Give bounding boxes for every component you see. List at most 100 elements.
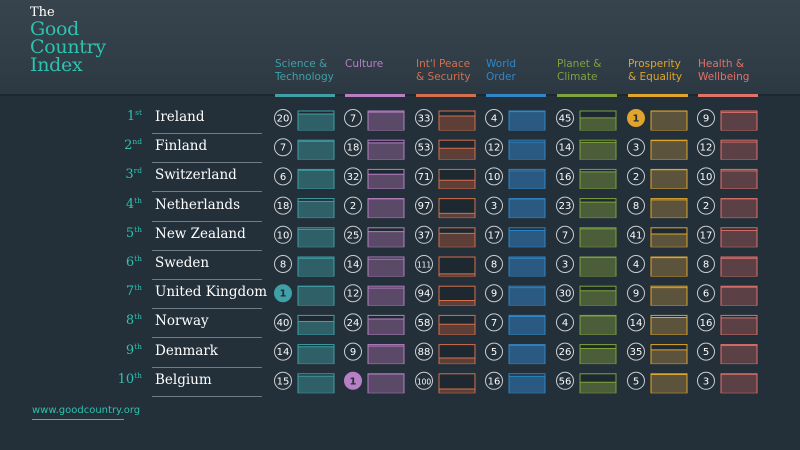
score-fill-bar [721, 317, 757, 335]
score-fill-bar [509, 142, 545, 160]
score-box [650, 344, 688, 365]
category-rank-value: 8 [491, 260, 497, 271]
rank-circle [274, 284, 292, 303]
category-rank-value: 3 [491, 201, 497, 212]
score-fill-bar [509, 376, 545, 393]
rank-circle [697, 342, 715, 361]
category-label-line2: & Equality [628, 71, 683, 83]
category-label-line2: Wellbeing [698, 71, 750, 83]
row-divider [152, 366, 262, 368]
website-underline [32, 419, 124, 420]
country-name: Norway [155, 313, 209, 330]
row-divider [152, 249, 262, 251]
score-fill-bar [298, 286, 334, 306]
rank-circle [485, 225, 503, 244]
score-fill-bar [439, 357, 475, 364]
website-link[interactable]: www.goodcountry.org [32, 405, 141, 416]
score-fill-bar [509, 111, 545, 130]
rank-circle [344, 225, 362, 244]
rank-circle [415, 342, 433, 361]
rank-suffix: rd [133, 166, 142, 176]
score-fill-bar [580, 290, 616, 306]
score-fill-bar [509, 230, 545, 247]
rank-circle [274, 342, 292, 361]
good-country-index-logo: The Good Country Index [30, 6, 106, 76]
category-rank-value: 6 [703, 289, 709, 300]
rank-circle [344, 196, 362, 215]
logo-index: Index [30, 54, 83, 76]
rank-circle [344, 109, 362, 127]
rank-circle [415, 313, 433, 332]
rank-circle [415, 255, 433, 273]
category-color-bar [345, 94, 405, 97]
rank-suffix: st [135, 108, 142, 117]
score-fill-bar [298, 141, 334, 160]
score-fill-bar [651, 111, 687, 130]
category-rank-value: 9 [350, 347, 356, 358]
score-box [297, 256, 335, 277]
category-rank-value: 18 [347, 143, 360, 154]
category-label-line1: Health & [698, 58, 745, 70]
rank-circle [697, 167, 715, 186]
category-rank-value: 12 [488, 143, 501, 154]
score-box [650, 314, 688, 335]
score-box [367, 314, 405, 335]
country-name: Belgium [155, 371, 212, 388]
rank-number: 4 [125, 196, 135, 212]
rank-circle [627, 342, 645, 361]
score-fill-bar [439, 116, 475, 130]
category-rank-value: 4 [491, 114, 497, 125]
rank-circle [556, 342, 574, 361]
score-box [367, 227, 405, 248]
score-box [438, 285, 476, 306]
rank-circle [627, 313, 645, 332]
score-box [508, 227, 546, 248]
score-fill-bar [368, 259, 404, 276]
category-label-line2: Order [486, 71, 516, 83]
rank-circle [697, 284, 715, 303]
category-rank-value: 25 [347, 230, 360, 241]
score-box [508, 344, 546, 365]
score-box [579, 285, 617, 306]
score-box [508, 285, 546, 306]
country-name: Netherlands [155, 196, 240, 213]
category-label-line2: & Security [416, 71, 471, 83]
category-rank-value: 14 [630, 318, 643, 329]
rank-circle [344, 167, 362, 186]
rank-circle [556, 196, 574, 215]
score-box [650, 373, 688, 394]
score-fill-bar [580, 142, 616, 160]
category-header: World Order [486, 58, 556, 97]
category-rank-value: 15 [277, 376, 290, 387]
category-rank-value: 8 [703, 260, 709, 271]
score-box [297, 139, 335, 160]
country-name: Denmark [155, 342, 218, 359]
score-fill-bar [368, 174, 404, 189]
category-rank-value: 10 [700, 172, 713, 183]
category-color-bar [416, 94, 476, 97]
category-rank-value: 5 [703, 347, 709, 358]
score-fill-bar [509, 345, 545, 364]
rank-suffix: th [134, 254, 142, 263]
category-rank-value: 10 [488, 172, 501, 183]
logo-country: Country [30, 36, 106, 58]
score-box [650, 198, 688, 219]
rank-number: 10 [117, 371, 135, 387]
score-fill-bar [298, 201, 334, 218]
score-fill-bar [509, 199, 545, 218]
score-box [438, 227, 476, 248]
score-box [367, 110, 405, 131]
rank-number: 5 [125, 225, 135, 241]
category-rank-value: 10 [277, 230, 290, 241]
rank-circle [556, 167, 574, 186]
score-fill-bar [509, 287, 545, 306]
category-rank-value: 111 [417, 261, 432, 270]
rank-number: 1 [126, 109, 136, 124]
rank-number: 6 [125, 255, 135, 270]
category-rank-value: 17 [488, 230, 501, 241]
category-rank-value: 1 [633, 114, 640, 125]
rank-circle [697, 371, 715, 390]
category-rank-value: 8 [280, 260, 286, 271]
category-rank-value: 20 [277, 114, 290, 125]
country-name: United Kingdom [155, 284, 268, 301]
